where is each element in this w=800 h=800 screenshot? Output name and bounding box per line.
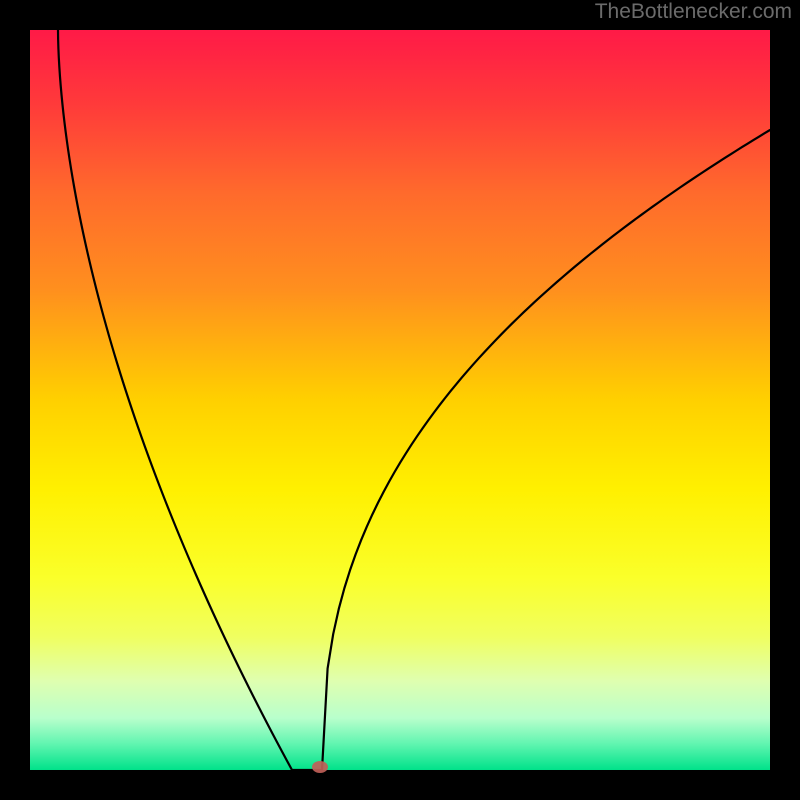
plot-background	[30, 30, 770, 770]
optimum-marker	[312, 761, 328, 773]
chart-stage: TheBottlenecker.com	[0, 0, 800, 800]
bottleneck-chart	[0, 0, 800, 800]
